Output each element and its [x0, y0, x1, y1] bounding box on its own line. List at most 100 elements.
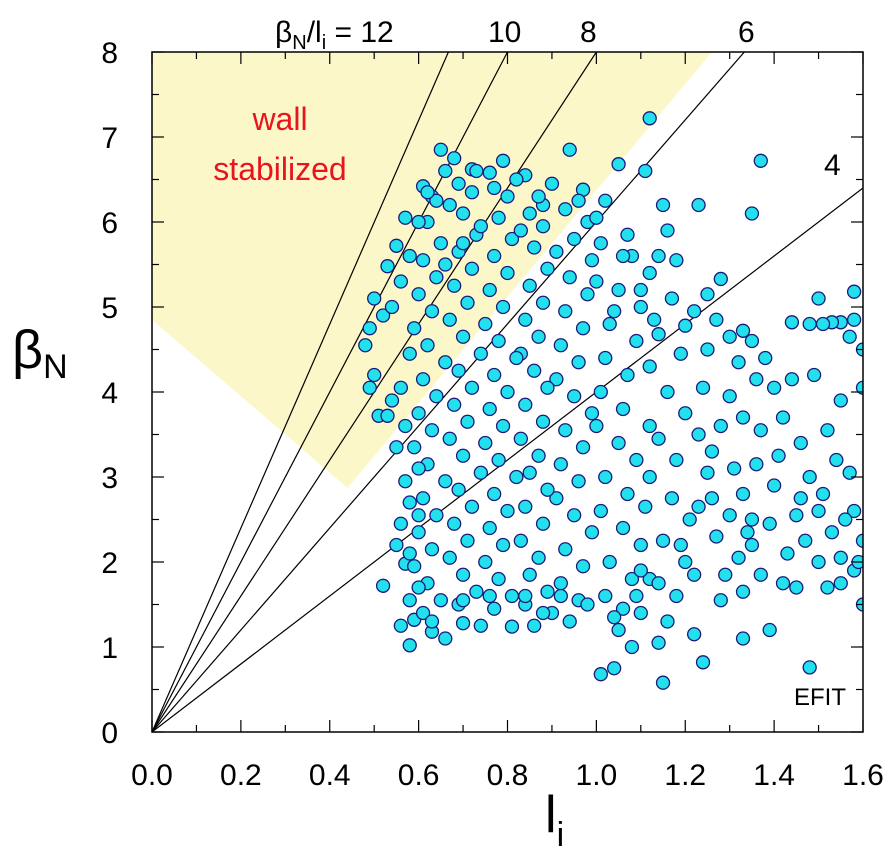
data-point	[638, 499, 653, 514]
data-point	[567, 231, 582, 247]
data-point	[442, 312, 457, 327]
data-point	[527, 240, 542, 255]
data-point	[593, 503, 608, 519]
data-point	[393, 380, 409, 395]
data-point	[482, 588, 497, 604]
data-point	[753, 423, 768, 438]
data-point	[642, 359, 657, 374]
data-point	[571, 355, 586, 370]
data-point	[633, 282, 648, 298]
data-point	[673, 537, 688, 553]
data-point	[633, 537, 648, 553]
data-point	[646, 312, 662, 327]
data-point	[433, 236, 448, 251]
data-point	[535, 516, 551, 531]
data-point	[558, 304, 573, 319]
data-point	[846, 503, 862, 519]
data-point	[780, 546, 795, 561]
data-point	[629, 333, 644, 349]
data-point	[855, 380, 863, 395]
x-tick-label: 1.6	[842, 759, 884, 792]
data-point	[602, 554, 617, 570]
data-point	[487, 601, 502, 616]
data-point	[744, 333, 760, 349]
data-point	[593, 667, 608, 682]
data-point	[389, 440, 404, 455]
data-point	[842, 465, 857, 480]
data-point	[473, 618, 488, 633]
data-point	[535, 219, 551, 234]
data-point	[722, 329, 737, 344]
data-point	[451, 176, 466, 191]
data-point	[562, 270, 577, 285]
region-label-line1: wall	[251, 101, 307, 137]
data-point	[380, 259, 395, 274]
x-tick-label: 0.6	[398, 759, 440, 792]
data-point	[766, 478, 782, 493]
data-point	[615, 248, 631, 264]
x-tick-label: 1.2	[664, 759, 706, 792]
data-point	[611, 157, 626, 172]
data-point	[509, 172, 524, 187]
x-tick-label: 0.8	[487, 759, 529, 792]
data-point	[571, 474, 586, 489]
data-point	[686, 304, 702, 319]
data-point	[455, 329, 471, 344]
data-point	[411, 525, 426, 540]
data-point	[513, 223, 528, 238]
data-point	[491, 571, 506, 587]
data-point	[367, 291, 382, 306]
data-point	[709, 312, 724, 327]
data-point	[438, 355, 453, 370]
data-point	[464, 185, 480, 200]
data-point	[509, 469, 524, 485]
data-point	[402, 346, 417, 361]
data-point	[846, 312, 862, 327]
ratio-label-8: 8	[580, 16, 597, 49]
data-point	[815, 316, 831, 332]
x-tick-label: 1.4	[753, 759, 795, 792]
data-point	[407, 559, 422, 574]
data-point	[442, 197, 457, 213]
data-point	[375, 308, 391, 323]
data-point	[429, 389, 444, 404]
data-point	[775, 576, 791, 591]
x-tick-label: 0.4	[309, 759, 351, 792]
data-point	[429, 270, 444, 285]
data-point	[398, 210, 413, 225]
data-point	[473, 346, 488, 361]
data-point	[464, 380, 480, 395]
data-point	[660, 614, 675, 629]
y-tick-label: 6	[101, 207, 118, 240]
data-point	[678, 318, 693, 333]
data-point	[504, 231, 520, 247]
data-point	[713, 271, 728, 287]
data-point	[531, 448, 546, 463]
data-point	[429, 193, 444, 208]
data-point	[838, 512, 853, 527]
y-tick-label: 4	[101, 377, 118, 410]
data-point	[455, 236, 471, 251]
data-point	[398, 474, 413, 489]
data-point	[407, 440, 422, 455]
data-point	[540, 584, 555, 599]
data-point	[402, 248, 417, 264]
data-point	[762, 516, 777, 531]
data-point	[558, 542, 573, 557]
data-point	[815, 486, 831, 502]
data-point	[415, 372, 431, 387]
data-point	[749, 372, 764, 387]
data-point	[478, 554, 493, 570]
data-point	[415, 491, 431, 506]
data-point	[553, 457, 568, 472]
data-point	[669, 253, 684, 268]
data-point	[580, 287, 595, 302]
data-point	[744, 537, 760, 553]
data-point	[549, 372, 564, 387]
data-point	[802, 469, 817, 485]
data-point	[415, 253, 431, 268]
data-point	[460, 533, 475, 548]
data-point	[638, 163, 653, 179]
data-point	[478, 316, 493, 332]
data-point	[620, 486, 635, 502]
